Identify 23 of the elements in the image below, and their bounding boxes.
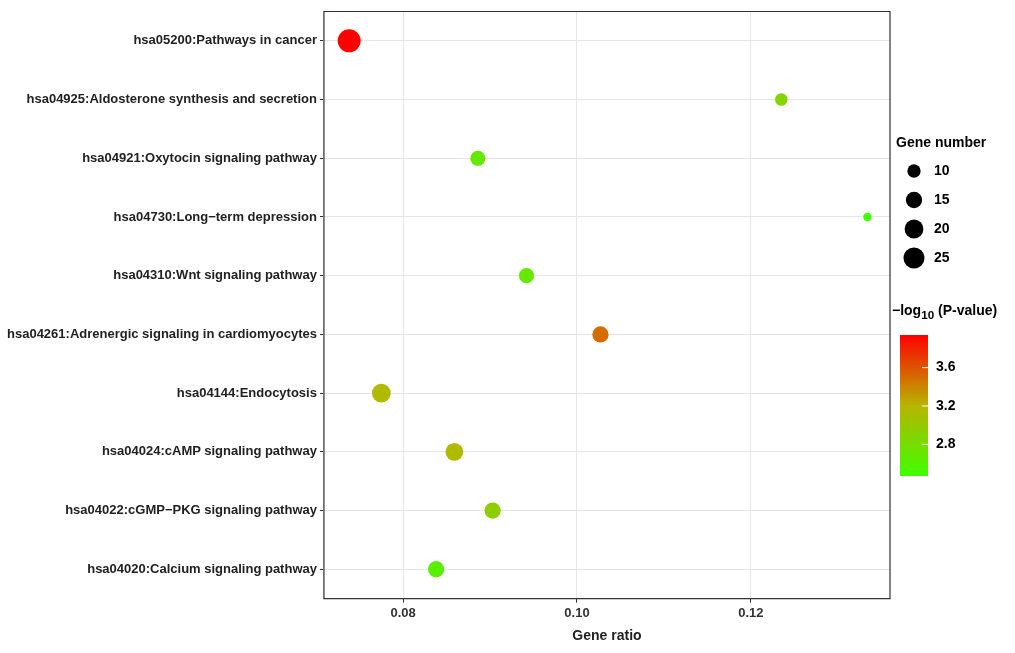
y-tick-label: hsa04921:Oxytocin signaling pathway (82, 149, 318, 165)
y-tick-label: hsa04730:Long−term depression (113, 208, 317, 224)
color-bar-label: 2.8 (936, 435, 956, 452)
y-tick-label: hsa04024:cAMP signaling pathway (101, 443, 318, 459)
y-tick-label: hsa04310:Wnt signaling pathway (113, 267, 318, 283)
x-tick-label: 0.08 (390, 604, 416, 620)
x-tick-label: 0.10 (564, 604, 590, 620)
y-tick-label: hsa04022:cGMP−PKG signaling pathway (65, 502, 318, 518)
y-tick-label: hsa04020:Calcium signaling pathway (87, 560, 318, 576)
legend-label: 25 (934, 248, 950, 265)
legend-title: Gene number (896, 133, 987, 150)
y-tick-label: hsa05200:Pathways in cancer (133, 32, 317, 48)
x-tick-label: 0.12 (738, 604, 764, 620)
color-bar-label: 3.2 (936, 396, 956, 413)
y-tick-label: hsa04925:Aldosterone synthesis and secretion (26, 91, 317, 107)
y-tick-label: hsa04144:Endocytosis (176, 384, 317, 400)
legend-label: 10 (934, 161, 950, 178)
y-tick-label: hsa04261:Adrenergic signaling in cardiomyocytes (7, 325, 317, 341)
color-bar-title: −log$_{10}$ (P-value) (892, 302, 998, 321)
legend-label: 20 (934, 219, 950, 236)
x-axis-title: Gene ratio (572, 627, 642, 644)
legend-label: 15 (934, 190, 950, 207)
color-bar-label: 3.6 (936, 358, 956, 375)
